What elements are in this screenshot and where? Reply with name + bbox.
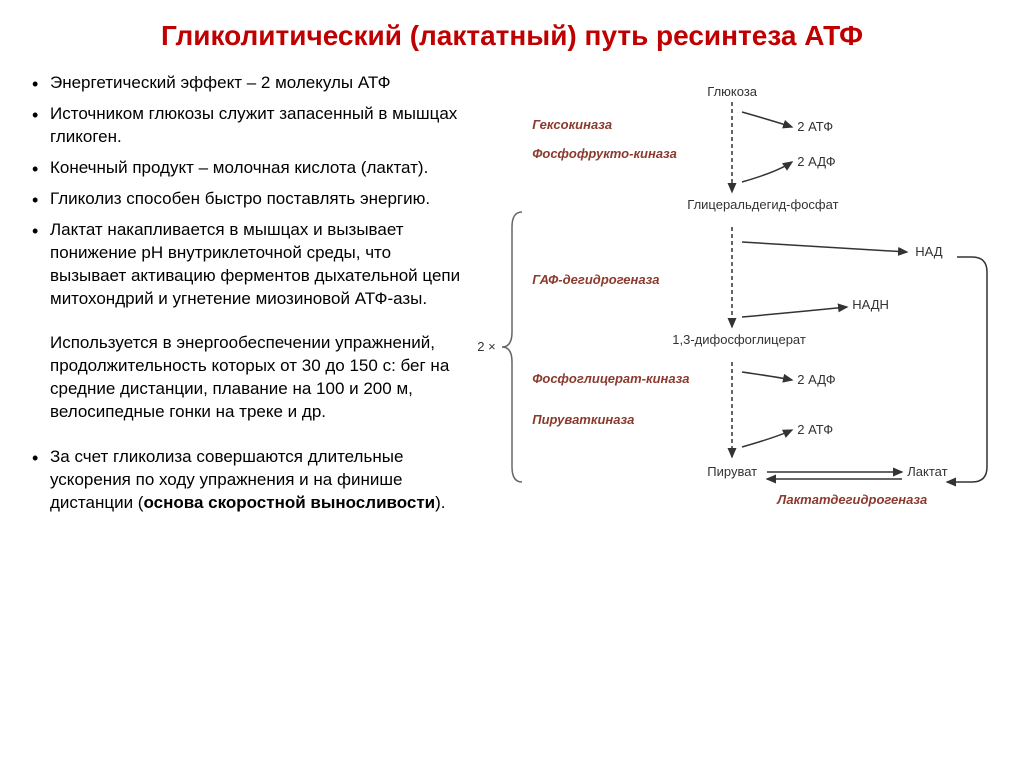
label-atp: 2 АТФ bbox=[797, 119, 833, 134]
diagram-column: Глюкоза Глицеральдегид-фосфат 1,3-дифосф… bbox=[477, 72, 994, 523]
label-bpg: 1,3-дифосфоглицерат bbox=[672, 332, 806, 347]
bullet-item: Источником глюкозы служит запасенный в м… bbox=[30, 103, 462, 149]
text-column: Энергетический эффект – 2 молекулы АТФ И… bbox=[30, 72, 477, 523]
label-glucose: Глюкоза bbox=[707, 84, 757, 99]
bullet-item: Используется в энергообеспечении упражне… bbox=[30, 332, 462, 424]
bullet-list: Энергетический эффект – 2 молекулы АТФ И… bbox=[30, 72, 462, 515]
label-atp2: 2 АТФ bbox=[797, 422, 833, 437]
label-nad: НАД bbox=[915, 244, 942, 259]
label-adp: 2 АДФ bbox=[797, 154, 835, 169]
bullet-item: Энергетический эффект – 2 молекулы АТФ bbox=[30, 72, 462, 95]
content-area: Энергетический эффект – 2 молекулы АТФ И… bbox=[0, 52, 1024, 523]
bullet-item: За счет гликолиза совершаются длительные… bbox=[30, 446, 462, 515]
bullet-item: Гликолиз способен быстро поставлять энер… bbox=[30, 188, 462, 211]
label-pgk: Фосфоглицерат-киназа bbox=[532, 372, 689, 386]
label-multiplier: 2 × bbox=[477, 339, 495, 354]
label-pk: Пируваткиназа bbox=[532, 412, 634, 427]
label-gap: Глицеральдегид-фосфат bbox=[687, 197, 838, 212]
label-hexokinase: Гексокиназа bbox=[532, 117, 612, 132]
label-adp2: 2 АДФ bbox=[797, 372, 835, 387]
page-title: Гликолитический (лактатный) путь ресинте… bbox=[0, 0, 1024, 52]
label-pfk: Фосфофрукто-киназа bbox=[532, 147, 677, 161]
bullet-item: Лактат накапливается в мышцах и вызывает… bbox=[30, 219, 462, 311]
label-lactate: Лактат bbox=[907, 464, 947, 479]
bullet-item: Конечный продукт – молочная кислота (лак… bbox=[30, 157, 462, 180]
label-ldh: Лактатдегидрогеназа bbox=[777, 492, 927, 507]
bullet-text: ). bbox=[435, 493, 445, 512]
glycolysis-diagram: Глюкоза Глицеральдегид-фосфат 1,3-дифосф… bbox=[477, 72, 997, 592]
label-pyruvate: Пируват bbox=[707, 464, 757, 479]
label-nadh: НАДН bbox=[852, 297, 889, 312]
bullet-bold: основа скоростной выносливости bbox=[143, 493, 435, 512]
label-gapdh: ГАФ-дегидрогеназа bbox=[532, 272, 659, 287]
